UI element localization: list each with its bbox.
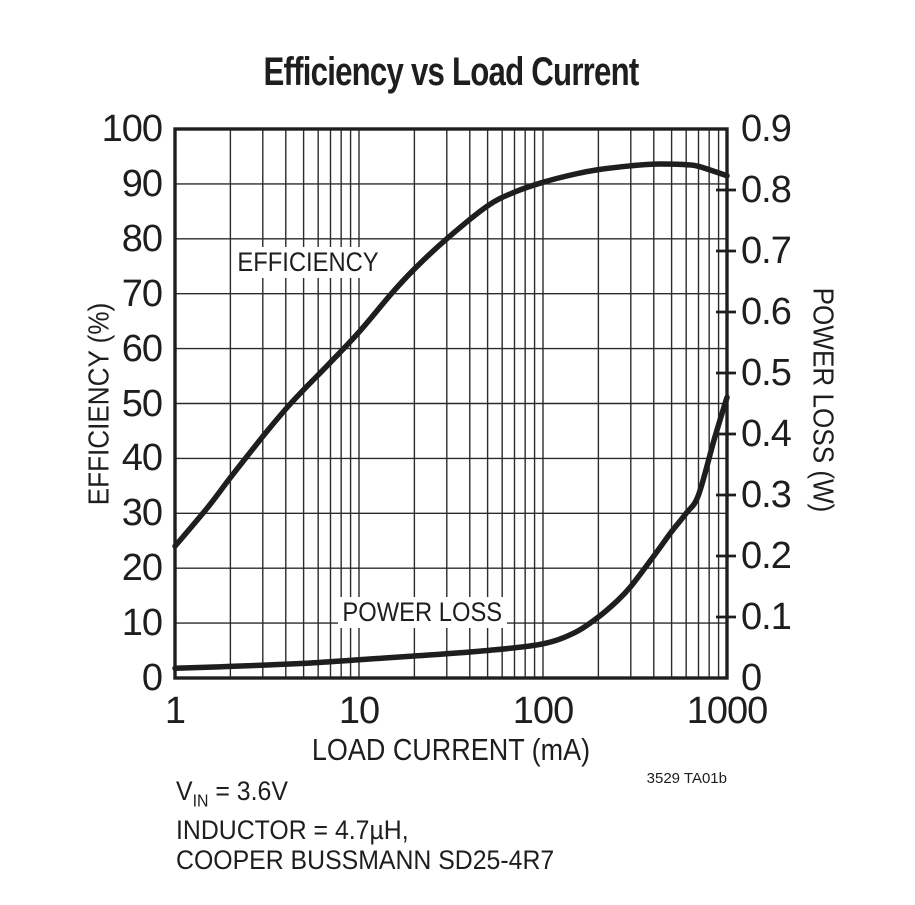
note-part: COOPER BUSSMANN SD25-4R7	[176, 845, 555, 876]
power-loss-curve-label: POWER LOSS	[338, 597, 507, 628]
x-axis-tick-label: 1	[164, 690, 186, 732]
left-axis-tick-label: 100	[101, 108, 163, 150]
x-axis-tick-label: 1000	[686, 690, 769, 732]
note-vin: VIN = 3.6V	[176, 776, 288, 811]
right-axis-tick-label: 0.3	[741, 474, 792, 516]
left-axis-tick-label: 0	[141, 657, 163, 699]
left-axis-tick-label: 20	[121, 547, 163, 590]
right-axis-title: POWER LOSS (W)	[806, 287, 839, 513]
right-axis-tick-label: 0.8	[741, 169, 792, 211]
left-axis-tick-label: 50	[121, 382, 163, 425]
right-axis-tick-label: 0	[741, 657, 762, 699]
figure-code: 3529 TA01b	[646, 770, 727, 787]
right-axis-tick-label: 0.4	[741, 413, 792, 455]
power-loss-curve	[172, 394, 730, 671]
left-axis-tick-label: 80	[121, 217, 163, 260]
left-axis-tick-label: 90	[121, 162, 163, 205]
right-axis-tick-label: 0.7	[741, 230, 792, 272]
left-axis-tick-label: 10	[121, 602, 163, 645]
left-axis-tick-label: 30	[121, 492, 163, 535]
plot-border	[173, 127, 729, 680]
left-axis-tick-label: 40	[121, 437, 163, 480]
plot-area	[172, 127, 736, 680]
x-axis-title: LOAD CURRENT (mA)	[311, 732, 591, 767]
left-axis-tick-label: 60	[121, 327, 163, 370]
efficiency-curve-label: EFFICIENCY	[233, 247, 384, 278]
x-axis-tick-label: 10	[338, 690, 380, 732]
x-axis-tick-label: 100	[512, 690, 574, 732]
right-axis-tick-label: 0.6	[741, 291, 792, 333]
test-conditions: VIN = 3.6V INDUCTOR = 4.7µH, COOPER BUSS…	[176, 776, 554, 875]
right-axis-tick-label: 0.5	[741, 352, 792, 394]
right-axis-tick-label: 0.2	[741, 535, 792, 577]
right-axis-tick-label: 0.1	[741, 596, 792, 638]
left-axis-tick-label: 70	[121, 272, 163, 315]
right-axis-tick-label: 0.9	[741, 108, 792, 150]
note-inductor: INDUCTOR = 4.7µH,	[176, 815, 409, 846]
chart-title: Efficiency vs Load Current	[263, 50, 639, 94]
efficiency-curve	[172, 161, 730, 549]
